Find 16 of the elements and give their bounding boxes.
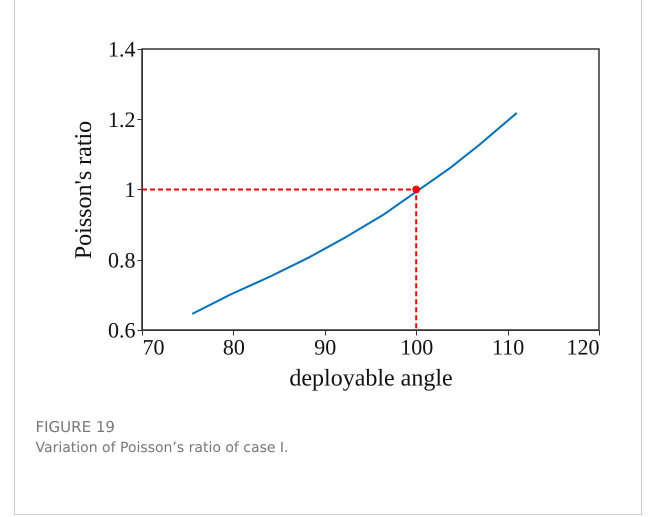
y-tick-label: 1.2 (108, 106, 136, 132)
y-tick-label: 0.6 (108, 318, 136, 342)
y-tick-label: 0.8 (108, 247, 136, 272)
x-tick-label: 90 (314, 334, 336, 360)
text: FIGURE 19 (36, 418, 115, 436)
y-tick-label: 1.4 (108, 36, 136, 62)
text: Variation of Poisson’s ratio of case I. (36, 440, 289, 456)
x-axis-title: deployable angle (289, 366, 453, 392)
x-tick-label: 80 (222, 334, 245, 360)
y-tick-label: 1 (124, 177, 136, 202)
x-tick-label: 70 (142, 334, 164, 360)
y-axis-title: Poisson's ratio (71, 120, 97, 260)
x-tick-label: 120 (566, 334, 600, 360)
line-series (191, 112, 518, 315)
x-tick-label: 100 (400, 334, 434, 360)
x-tick-label: 110 (492, 334, 524, 360)
